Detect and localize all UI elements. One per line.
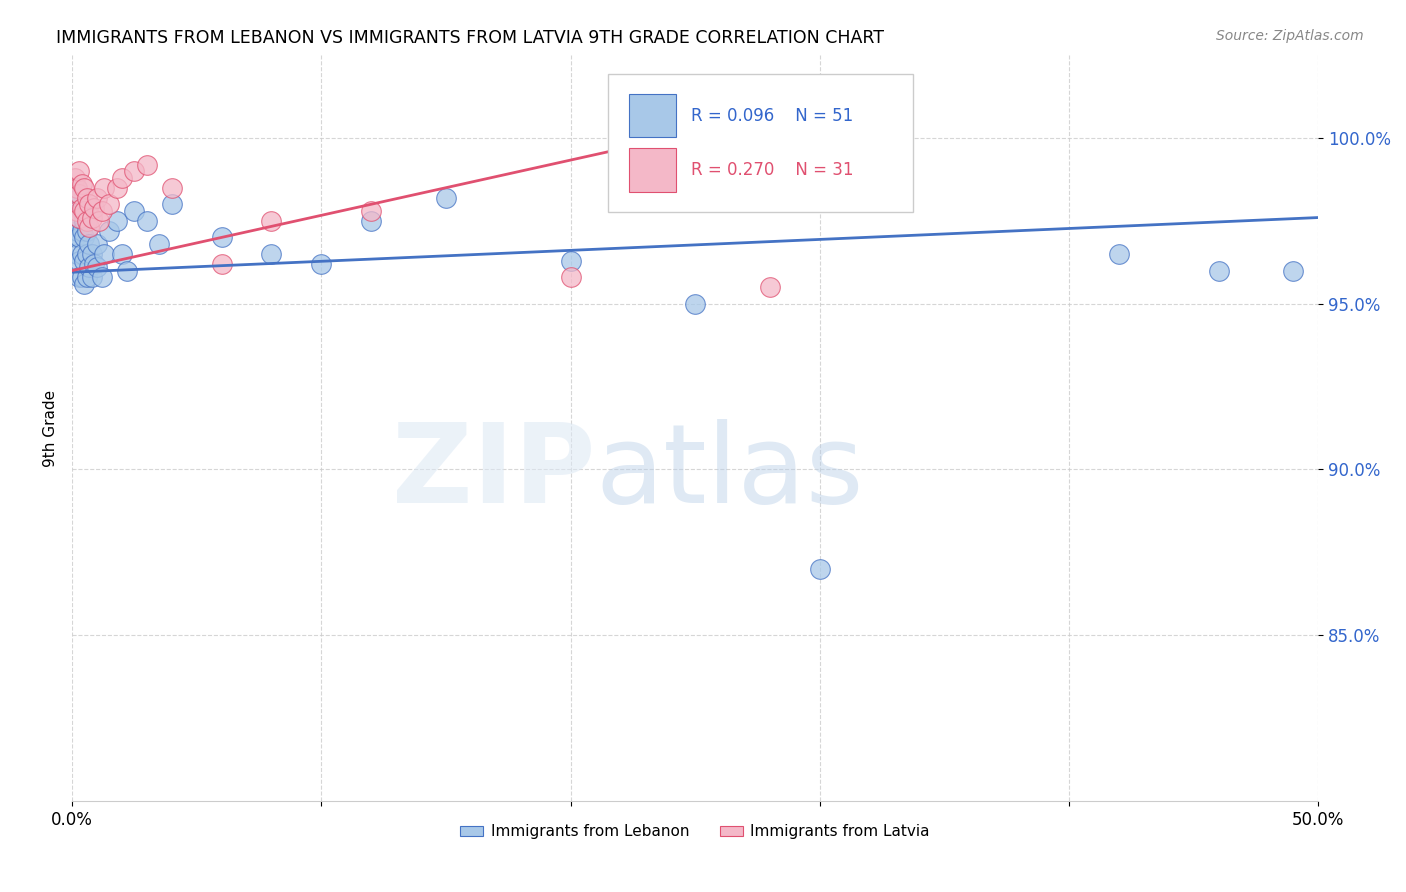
Point [1108,247,1130,261]
Point [63,170,86,185]
Point [90,270,112,285]
Point [93,180,115,194]
Point [66,180,89,194]
Point [808,562,831,576]
Point [360,203,382,218]
Point [80,211,103,225]
Point [759,280,782,294]
Point [124,203,146,218]
Point [98,197,121,211]
Point [260,214,283,228]
Point [80,270,103,285]
Y-axis label: 9th Grade: 9th Grade [44,390,58,467]
Point [69,270,91,285]
Point [69,191,91,205]
Point [211,257,233,271]
Point [560,270,582,285]
Text: R = 0.270    N = 31: R = 0.270 N = 31 [692,161,853,179]
Point [309,257,332,271]
Point [76,270,98,285]
Point [70,247,93,261]
Legend: Immigrants from Lebanon, Immigrants from Latvia: Immigrants from Lebanon, Immigrants from… [454,818,936,846]
Point [76,247,98,261]
Point [73,230,96,244]
Point [63,214,86,228]
Point [69,164,91,178]
Point [135,214,157,228]
Point [105,214,128,228]
Point [86,191,108,205]
Text: R = 0.096    N = 51: R = 0.096 N = 51 [692,106,853,125]
Text: ZIP: ZIP [392,419,596,526]
Point [70,224,93,238]
Point [76,224,98,238]
Point [76,214,98,228]
Point [115,263,138,277]
Point [66,224,89,238]
Point [69,211,91,225]
Point [1208,263,1230,277]
Point [79,220,101,235]
Point [111,170,134,185]
Point [260,247,283,261]
Point [80,247,103,261]
Bar [628,94,676,137]
Point [434,191,457,205]
Point [135,157,157,171]
Point [124,164,146,178]
Point [66,203,89,218]
Text: Source: ZipAtlas.com: Source: ZipAtlas.com [1216,29,1364,43]
Point [160,197,183,211]
Point [160,180,183,194]
Point [90,203,112,218]
Point [148,237,170,252]
Point [63,230,86,244]
Point [211,230,233,244]
Point [69,187,91,202]
Point [1282,263,1305,277]
Point [683,296,706,310]
Point [98,224,121,238]
Point [69,211,91,225]
Point [360,214,382,228]
Point [73,253,96,268]
Point [66,247,89,261]
Point [93,247,115,261]
Point [73,203,96,218]
Point [79,237,101,252]
Point [69,230,91,244]
Text: IMMIGRANTS FROM LEBANON VS IMMIGRANTS FROM LATVIA 9TH GRADE CORRELATION CHART: IMMIGRANTS FROM LEBANON VS IMMIGRANTS FR… [56,29,884,46]
Point [83,257,105,271]
Point [69,253,91,268]
Point [63,197,86,211]
Point [70,270,93,285]
Text: atlas: atlas [596,419,863,526]
Point [86,260,108,275]
Point [83,201,105,215]
Point [73,180,96,194]
Point [66,180,89,194]
Point [111,247,134,261]
Point [76,191,98,205]
Point [105,180,128,194]
FancyBboxPatch shape [607,74,914,211]
Point [73,214,96,228]
Point [70,201,93,215]
Point [86,237,108,252]
Point [79,260,101,275]
Point [70,178,93,192]
Point [73,277,96,291]
Bar [628,148,676,192]
Point [66,203,89,218]
Point [560,253,582,268]
Point [70,203,93,218]
Point [79,197,101,211]
Point [89,214,111,228]
